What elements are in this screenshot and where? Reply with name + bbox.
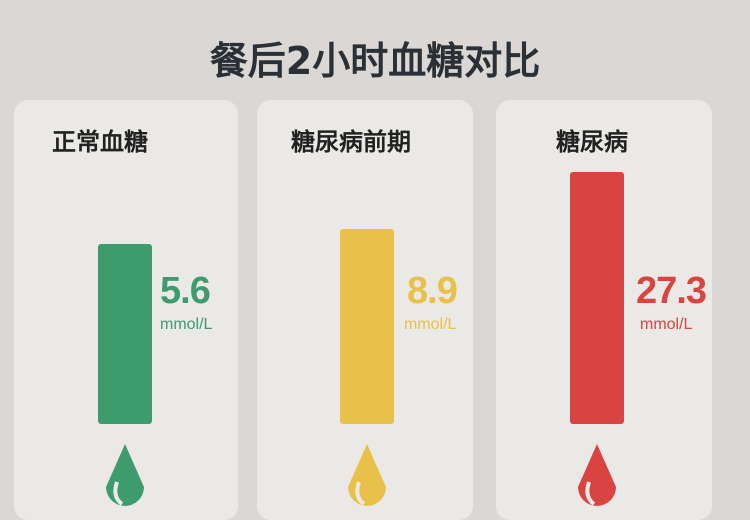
bar-prediabetes [340, 228, 394, 424]
blood-drop-icon [578, 444, 616, 506]
bar-diabetes [570, 172, 624, 424]
unit-label: mmol/L [404, 316, 457, 333]
value-label: 8.9 [407, 270, 458, 312]
blood-drop-icon [348, 444, 386, 506]
category-label: 糖尿病前期 [291, 128, 411, 156]
unit-label: mmol/L [160, 316, 213, 333]
card-normal: 正常血糖 5.6 mmol/L [14, 100, 238, 520]
value-label: 27.3 [636, 270, 707, 312]
category-label: 糖尿病 [556, 128, 628, 156]
category-label: 正常血糖 [52, 128, 148, 156]
blood-drop-icon [106, 444, 144, 506]
bar-normal [98, 244, 152, 424]
value-label: 5.6 [160, 270, 211, 312]
card-prediabetes: 糖尿病前期 8.9 mmol/L [257, 100, 473, 520]
card-diabetes: 糖尿病 27.3 mmol/L [496, 100, 712, 520]
unit-label: mmol/L [640, 316, 693, 333]
chart-title: 餐后2小时血糖对比 [209, 39, 541, 83]
